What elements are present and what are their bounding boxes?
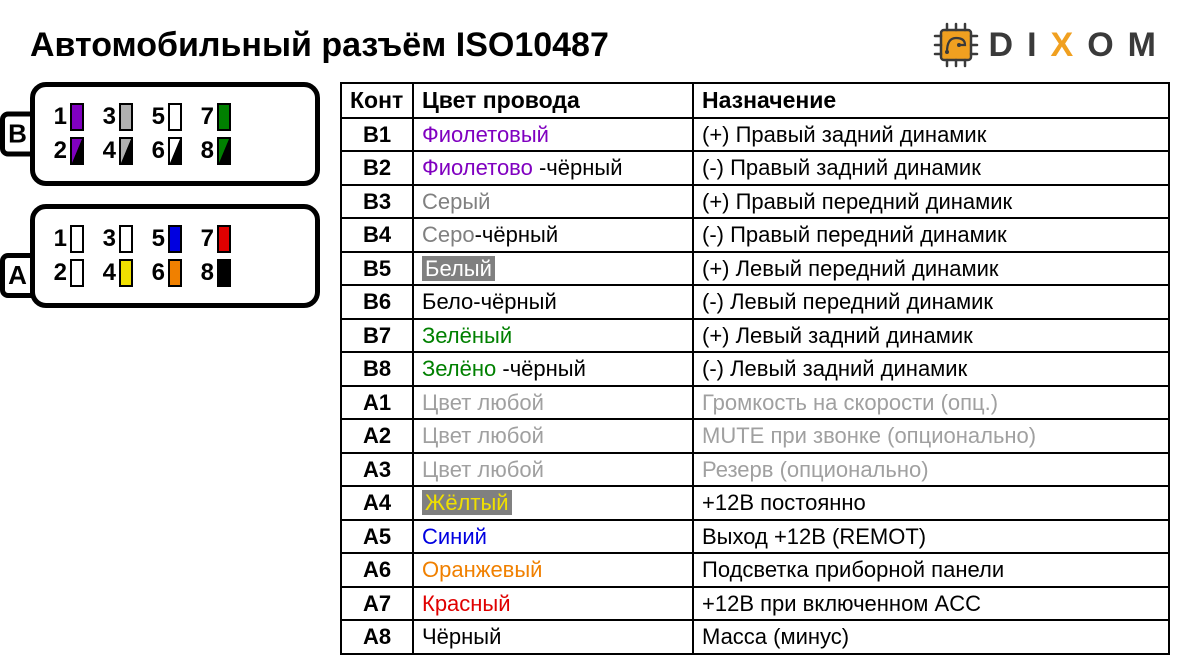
page-title: Автомобильный разъём ISO10487 <box>30 26 609 65</box>
pin-id-cell: A4 <box>341 486 413 520</box>
table-row: B8Зелёно -чёрный(-) Левый задний динамик <box>341 352 1169 386</box>
table-row: A6ОранжевыйПодсветка приборной панели <box>341 553 1169 587</box>
table-row: B6Бело-чёрный(-) Левый передний динамик <box>341 285 1169 319</box>
wire-color-cell: Цвет любой <box>413 419 693 453</box>
pin-B6: 6 <box>151 137 182 165</box>
wire-color-cell: Фиолетово -чёрный <box>413 151 693 185</box>
wire-color-cell: Бело-чёрный <box>413 285 693 319</box>
purpose-cell: (+) Левый передний динамик <box>693 252 1169 286</box>
pin-id-cell: A5 <box>341 520 413 554</box>
wire-color-cell: Фиолетовый <box>413 118 693 152</box>
table-row: A3Цвет любойРезерв (опционально) <box>341 453 1169 487</box>
table-row: B3Серый(+) Правый передний динамик <box>341 185 1169 219</box>
table-row: A2Цвет любойMUTE при звонке (опционально… <box>341 419 1169 453</box>
table-row: A1Цвет любойГромкость на скорости (опц.) <box>341 386 1169 420</box>
pin-A8: 8 <box>200 259 231 287</box>
purpose-cell: Резерв (опционально) <box>693 453 1169 487</box>
connector-label-B: B <box>0 112 35 157</box>
pin-A6: 6 <box>151 259 182 287</box>
table-row: A5СинийВыход +12В (REMOT) <box>341 520 1169 554</box>
purpose-cell: (+) Левый задний динамик <box>693 319 1169 353</box>
purpose-cell: MUTE при звонке (опционально) <box>693 419 1169 453</box>
connector-label-A: A <box>0 253 35 298</box>
pin-B7: 7 <box>200 103 231 131</box>
table-row: B7Зелёный(+) Левый задний динамик <box>341 319 1169 353</box>
pin-id-cell: A2 <box>341 419 413 453</box>
wire-color-cell: Жёлтый <box>413 486 693 520</box>
wire-color-cell: Зелёный <box>413 319 693 353</box>
table-header: Цвет провода <box>413 83 693 118</box>
pin-id-cell: B4 <box>341 218 413 252</box>
pin-B3: 3 <box>102 103 133 131</box>
wire-color-cell: Цвет любой <box>413 386 693 420</box>
brand-logo: DIXOM <box>933 22 1170 68</box>
purpose-cell: +12В при включенном ACC <box>693 587 1169 621</box>
pin-id-cell: A8 <box>341 620 413 654</box>
pin-B5: 5 <box>151 103 182 131</box>
wire-color-cell: Чёрный <box>413 620 693 654</box>
purpose-cell: Громкость на скорости (опц.) <box>693 386 1169 420</box>
connector-A: 1357 2468 <box>30 204 320 308</box>
pin-B4: 4 <box>102 137 133 165</box>
wire-color-cell: Зелёно -чёрный <box>413 352 693 386</box>
wire-color-cell: Синий <box>413 520 693 554</box>
chip-icon <box>933 22 979 68</box>
purpose-cell: +12В постоянно <box>693 486 1169 520</box>
purpose-cell: (-) Левый задний динамик <box>693 352 1169 386</box>
wire-color-cell: Серо-чёрный <box>413 218 693 252</box>
pin-id-cell: B5 <box>341 252 413 286</box>
wire-color-cell: Оранжевый <box>413 553 693 587</box>
purpose-cell: (+) Правый задний динамик <box>693 118 1169 152</box>
pin-A7: 7 <box>200 225 231 253</box>
pin-id-cell: A6 <box>341 553 413 587</box>
pin-B1: 1 <box>53 103 84 131</box>
table-row: B4Серо-чёрный(-) Правый передний динамик <box>341 218 1169 252</box>
pin-id-cell: B2 <box>341 151 413 185</box>
pin-A3: 3 <box>102 225 133 253</box>
pin-id-cell: A3 <box>341 453 413 487</box>
purpose-cell: Выход +12В (REMOT) <box>693 520 1169 554</box>
purpose-cell: (-) Левый передний динамик <box>693 285 1169 319</box>
wire-color-cell: Серый <box>413 185 693 219</box>
pin-A4: 4 <box>102 259 133 287</box>
wire-color-cell: Белый <box>413 252 693 286</box>
table-row: A8ЧёрныйМасса (минус) <box>341 620 1169 654</box>
pin-id-cell: B1 <box>341 118 413 152</box>
pin-A1: 1 <box>53 225 84 253</box>
connector-diagram: 13572468B 13572468A <box>30 82 320 614</box>
pin-id-cell: B7 <box>341 319 413 353</box>
pin-id-cell: A1 <box>341 386 413 420</box>
pin-id-cell: B6 <box>341 285 413 319</box>
pin-A5: 5 <box>151 225 182 253</box>
table-row: B1Фиолетовый(+) Правый задний динамик <box>341 118 1169 152</box>
pin-A2: 2 <box>53 259 84 287</box>
table-header: Назначение <box>693 83 1169 118</box>
pin-id-cell: A7 <box>341 587 413 621</box>
table-row: B2Фиолетово -чёрный(-) Правый задний дин… <box>341 151 1169 185</box>
table-row: A4Жёлтый+12В постоянно <box>341 486 1169 520</box>
purpose-cell: (+) Правый передний динамик <box>693 185 1169 219</box>
purpose-cell: (-) Правый задний динамик <box>693 151 1169 185</box>
connector-B: 1357 2468 <box>30 82 320 186</box>
wire-color-cell: Цвет любой <box>413 453 693 487</box>
purpose-cell: Масса (минус) <box>693 620 1169 654</box>
table-row: B5Белый(+) Левый передний динамик <box>341 252 1169 286</box>
table-row: A7Красный+12В при включенном ACC <box>341 587 1169 621</box>
purpose-cell: (-) Правый передний динамик <box>693 218 1169 252</box>
pin-B2: 2 <box>53 137 84 165</box>
pin-id-cell: B8 <box>341 352 413 386</box>
table-header: Конт <box>341 83 413 118</box>
pin-B8: 8 <box>200 137 231 165</box>
wire-color-cell: Красный <box>413 587 693 621</box>
pin-id-cell: B3 <box>341 185 413 219</box>
logo-text: DIXOM <box>989 26 1170 65</box>
pinout-table: КонтЦвет проводаНазначение B1Фиолетовый(… <box>340 82 1170 655</box>
purpose-cell: Подсветка приборной панели <box>693 553 1169 587</box>
